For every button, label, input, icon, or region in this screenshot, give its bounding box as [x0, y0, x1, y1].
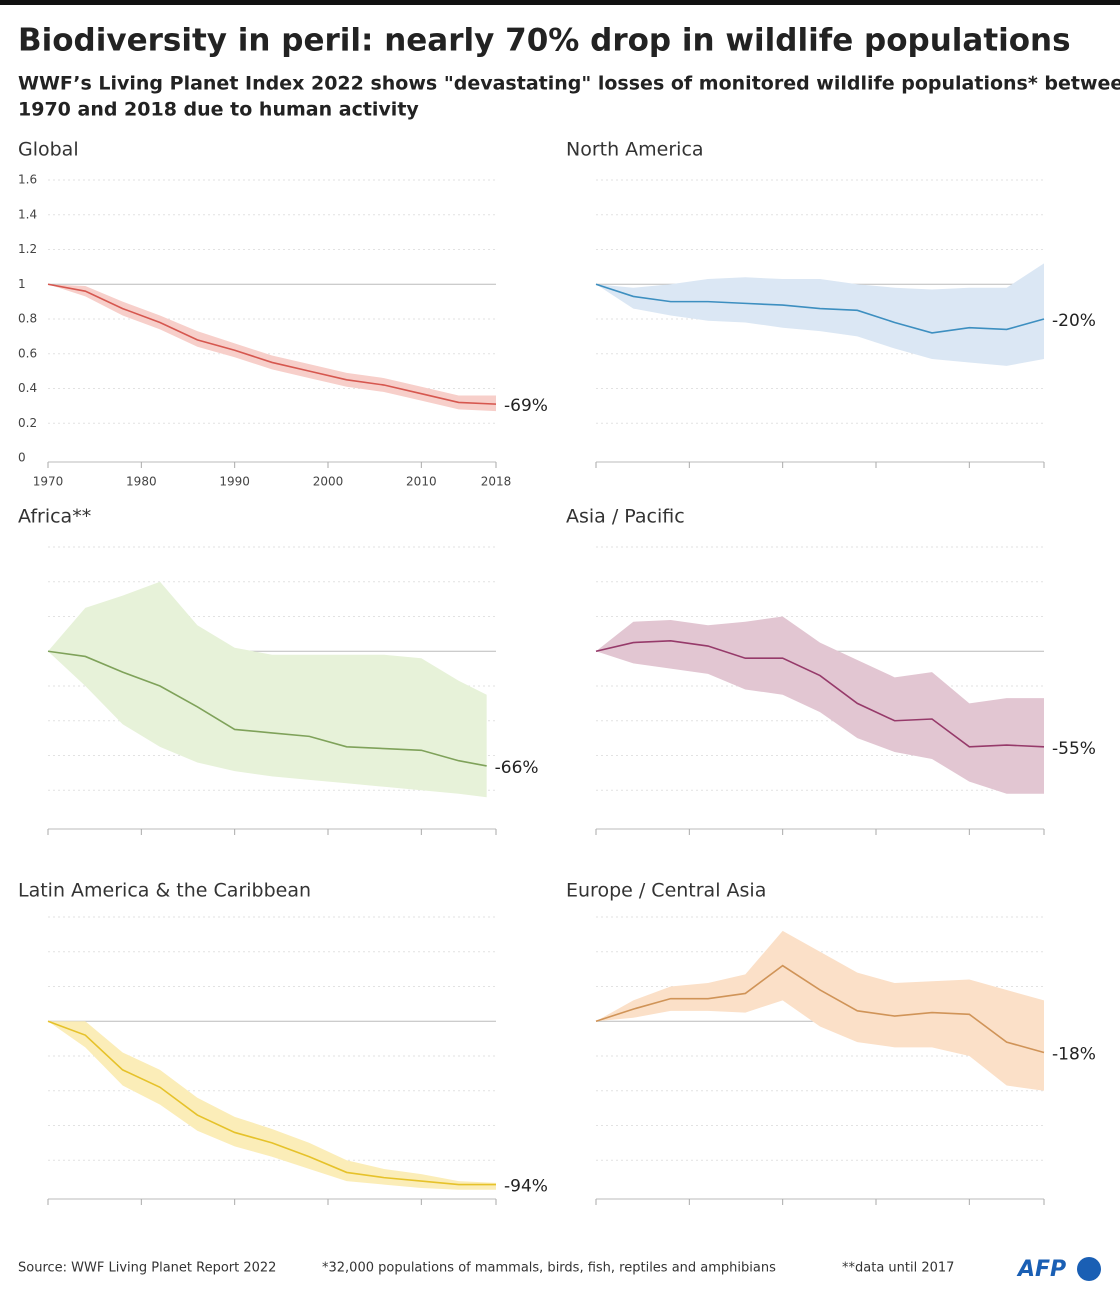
- subtitle: WWF’s Living Planet Index 2022 shows "de…: [18, 73, 1120, 95]
- panel-title: Europe / Central Asia: [566, 880, 766, 902]
- y-tick-label: 0.6: [18, 346, 37, 360]
- y-tick-label: 0.8: [18, 312, 37, 326]
- x-tick-label: 1990: [219, 475, 250, 489]
- logo: AFP: [1016, 1257, 1066, 1282]
- confidence-band: [596, 263, 1044, 366]
- index-line: [47, 1020, 496, 1186]
- y-tick-label: 0.2: [18, 416, 37, 430]
- y-tick-label: 1.2: [18, 242, 37, 256]
- x-tick-label: 2018: [481, 475, 512, 489]
- x-tick-label: 1970: [33, 475, 64, 489]
- index-line: [47, 283, 497, 405]
- change-label: -55%: [1052, 739, 1096, 759]
- panel-title: Asia / Pacific: [566, 506, 685, 528]
- y-tick-label: 1.6: [18, 173, 37, 187]
- footnote: **data until 2017: [842, 1261, 954, 1276]
- x-tick-label: 2010: [406, 475, 437, 489]
- y-tick-label: 0: [18, 451, 26, 465]
- x-tick-label: 2000: [313, 475, 344, 489]
- panel-title: Global: [18, 139, 79, 161]
- y-tick-label: 1.4: [18, 207, 37, 221]
- index-line: [595, 640, 1045, 748]
- index-line: [47, 650, 487, 767]
- panel-title: Latin America & the Caribbean: [18, 880, 311, 902]
- index-line: [595, 964, 1045, 1054]
- change-label: -94%: [504, 1177, 548, 1197]
- top-rule: [0, 0, 1120, 5]
- y-tick-label: 1: [18, 277, 26, 291]
- confidence-band: [596, 930, 1044, 1091]
- change-label: -69%: [504, 396, 548, 416]
- change-label: -20%: [1052, 311, 1096, 331]
- change-label: -66%: [495, 758, 539, 778]
- confidence-band: [48, 581, 487, 798]
- index-line: [595, 283, 1045, 334]
- confidence-band: [596, 616, 1044, 794]
- confidence-band: [48, 284, 496, 412]
- x-tick-label: 1980: [126, 475, 157, 489]
- logo-dot: [1077, 1257, 1101, 1281]
- panel-title: North America: [566, 139, 704, 161]
- y-tick-label: 0.4: [18, 381, 37, 395]
- title: Biodiversity in peril: nearly 70% drop i…: [18, 23, 1071, 59]
- footnote: *32,000 populations of mammals, birds, f…: [322, 1261, 776, 1276]
- subtitle: 1970 and 2018 due to human activity: [18, 99, 419, 121]
- change-label: -18%: [1052, 1045, 1096, 1065]
- confidence-band: [48, 1021, 496, 1190]
- source: Source: WWF Living Planet Report 2022: [18, 1261, 276, 1276]
- panel-title: Africa**: [18, 506, 91, 528]
